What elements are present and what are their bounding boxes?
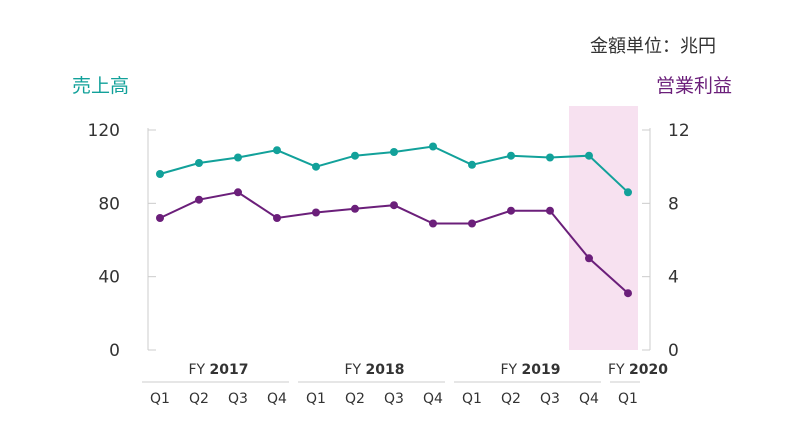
data-point-left (429, 142, 437, 151)
left-tick-label: 40 (98, 268, 120, 288)
quarter-label: Q3 (540, 391, 560, 407)
data-point-right (156, 214, 164, 222)
data-point-right (234, 188, 242, 197)
quarter-label: Q1 (306, 391, 326, 407)
left-tick-label: 120 (88, 121, 120, 141)
fiscal-year-label: FY 2019 (500, 362, 560, 378)
fiscal-year-label: FY 2017 (188, 362, 248, 378)
data-point-right (546, 206, 554, 215)
quarter-label: Q2 (501, 391, 521, 407)
data-point-left (234, 153, 242, 162)
data-point-left (507, 151, 515, 160)
quarter-label: Q3 (228, 391, 248, 407)
data-point-left (624, 188, 632, 197)
quarter-label: Q1 (462, 391, 482, 407)
left-tick-label: 0 (109, 341, 120, 361)
left-tick-label: 80 (98, 194, 120, 214)
data-point-left (195, 159, 203, 167)
data-point-left (273, 146, 281, 155)
data-point-right (429, 219, 437, 228)
quarter-label: Q4 (423, 391, 443, 407)
quarter-label: Q3 (384, 391, 404, 407)
quarter-label: Q2 (189, 391, 209, 407)
quarter-label: Q1 (150, 391, 170, 407)
right-tick-label: 12 (668, 121, 690, 141)
data-point-left (468, 160, 476, 169)
data-point-left (585, 151, 593, 160)
right-tick-label: 0 (668, 341, 679, 361)
data-point-right (624, 289, 632, 298)
quarter-label: Q4 (267, 391, 287, 407)
left-axis-label: 売上高 (72, 75, 129, 97)
data-point-left (390, 148, 398, 156)
data-point-left (351, 151, 359, 160)
data-point-left (312, 162, 320, 171)
right-axis-label: 営業利益 (656, 75, 732, 97)
unit-note: 金額単位：兆円 (590, 36, 716, 57)
right-tick-label: 8 (668, 194, 679, 214)
quarter-label: Q1 (618, 391, 638, 407)
data-point-right (273, 214, 281, 222)
data-point-right (390, 201, 398, 210)
fiscal-year-label: FY 2020 (608, 362, 668, 378)
data-point-left (156, 170, 164, 178)
right-tick-label: 4 (668, 268, 679, 288)
quarter-label: Q4 (579, 391, 599, 407)
highlight-band (569, 106, 638, 350)
data-point-right (585, 254, 593, 263)
data-point-right (195, 195, 203, 204)
data-point-right (351, 204, 359, 213)
quarter-label: Q2 (345, 391, 365, 407)
data-point-right (468, 219, 476, 228)
data-point-left (546, 153, 554, 162)
fiscal-year-label: FY 2018 (344, 362, 404, 378)
data-point-right (312, 208, 320, 217)
data-point-right (507, 206, 515, 215)
